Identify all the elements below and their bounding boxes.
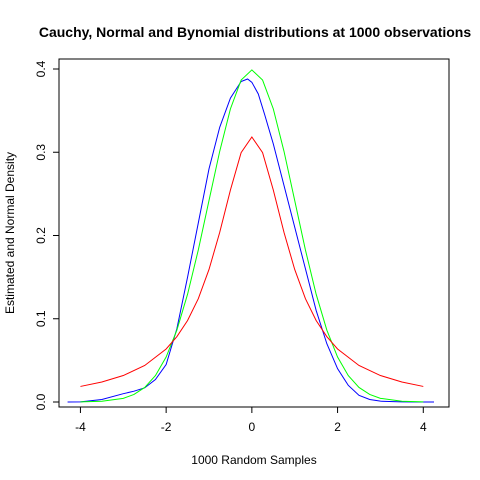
- x-tick-label: -2: [161, 420, 172, 434]
- x-tick-label: 4: [420, 420, 427, 434]
- x-axis-label: 1000 Random Samples: [191, 453, 316, 467]
- y-tick-label: 0.4: [34, 60, 48, 77]
- y-tick-label: 0.2: [34, 227, 48, 244]
- chart-title: Cauchy, Normal and Bynomial distribution…: [39, 24, 472, 40]
- y-axis-label: Estimated and Normal Density: [3, 152, 17, 314]
- series-line-2: [80, 136, 424, 387]
- series-line-1: [80, 69, 424, 403]
- x-tick-label: 2: [334, 420, 341, 434]
- x-axis: -4 -2 0 2 4: [75, 406, 427, 434]
- y-tick-label: 0.3: [34, 144, 48, 161]
- y-tick-label: 0.1: [34, 310, 48, 327]
- series-layer: [67, 69, 434, 403]
- y-axis: 0.0 0.1 0.2 0.3 0.4: [34, 60, 60, 410]
- x-tick-label: -4: [75, 420, 86, 434]
- x-tick-label: 0: [249, 420, 256, 434]
- y-tick-label: 0.0: [34, 393, 48, 410]
- series-line-0: [67, 78, 434, 403]
